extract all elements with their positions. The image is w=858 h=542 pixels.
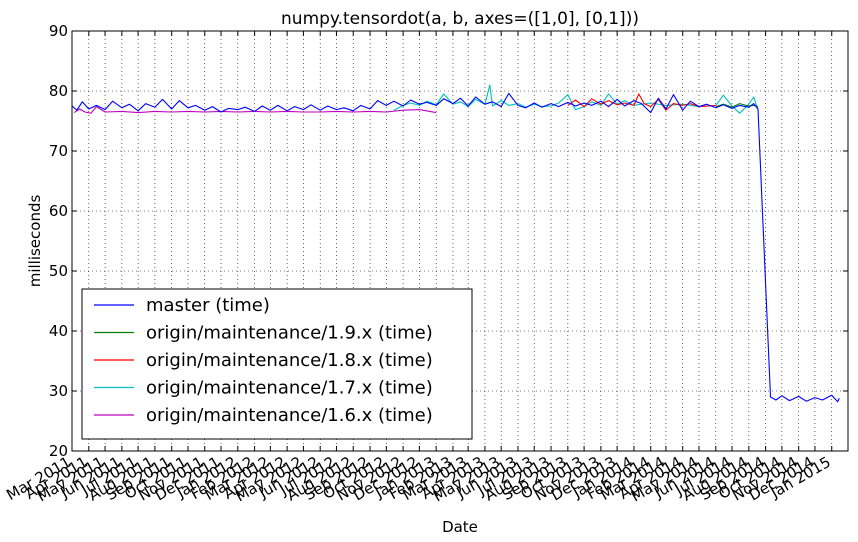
- legend-label: origin/maintenance/1.8.x (time): [146, 350, 433, 371]
- y-tick-label: 70: [49, 142, 68, 160]
- series-line: [73, 106, 437, 114]
- y-axis-label: milliseconds: [26, 195, 44, 288]
- y-tick-label: 90: [49, 22, 68, 40]
- series-layer: [71, 84, 840, 403]
- y-tick-label: 50: [49, 262, 68, 280]
- legend-box: [81, 288, 473, 440]
- y-tick-label: 80: [49, 82, 68, 100]
- chart-title: numpy.tensordot(a, b, axes=([1,0], [0,1]…: [281, 9, 639, 29]
- legend-label: origin/maintenance/1.9.x (time): [146, 323, 433, 344]
- y-tick-label: 30: [49, 382, 68, 400]
- x-axis-label: Date: [442, 518, 478, 536]
- legend-label: origin/maintenance/1.6.x (time): [146, 405, 433, 426]
- series-line: [715, 103, 759, 108]
- legend-label: origin/maintenance/1.7.x (time): [146, 378, 433, 399]
- plot-frame: [71, 30, 849, 452]
- series-line: [567, 93, 716, 111]
- y-tick-label: 20: [49, 442, 68, 460]
- y-tick-label: 40: [49, 322, 68, 340]
- legend-label: master (time): [146, 295, 270, 316]
- series-line: [71, 92, 840, 403]
- y-tick-label: 60: [49, 202, 68, 220]
- legend: master (time) origin/maintenance/1.9.x (t…: [81, 288, 473, 440]
